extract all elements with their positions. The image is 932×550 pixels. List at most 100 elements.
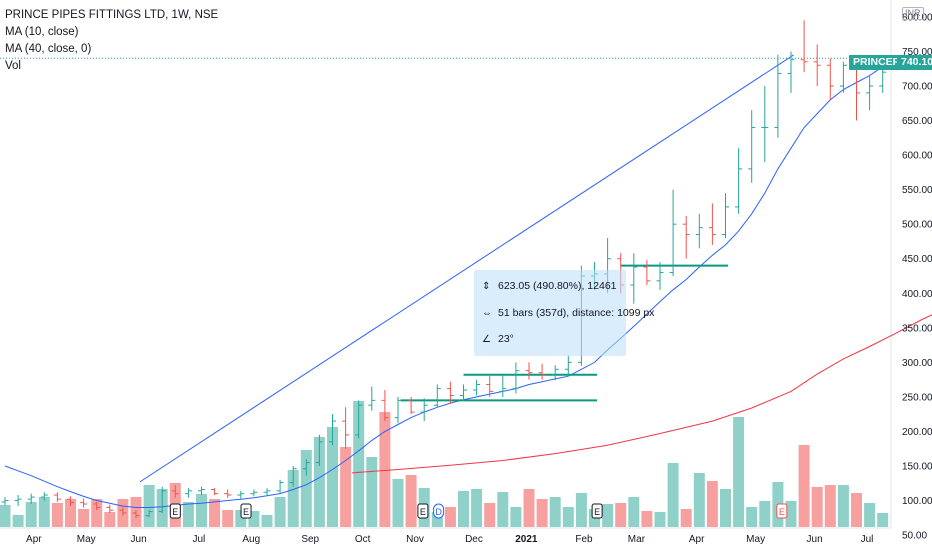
- marker-label: E: [420, 507, 426, 517]
- x-tick-label: May: [746, 534, 765, 545]
- volume-bar: [706, 481, 718, 527]
- volume-bar: [327, 427, 338, 527]
- volume-bar: [641, 511, 653, 527]
- volume-bar: [379, 412, 391, 527]
- x-tick-label: Jul: [192, 534, 205, 545]
- volume-bar: [575, 493, 587, 527]
- ma10-line: [4, 66, 883, 508]
- ma40-line: [352, 314, 932, 474]
- volume-bar: [143, 485, 155, 527]
- trend-line: [139, 54, 794, 483]
- x-tick-label: 2021: [515, 534, 538, 545]
- x-tick-label: Sep: [301, 534, 319, 545]
- legend-ma40: MA (40, close, 0): [5, 43, 92, 55]
- price-range-icon: ⇕: [482, 280, 491, 292]
- measure-angle-text: 23°: [498, 333, 514, 345]
- x-tick-label: Feb: [575, 534, 593, 545]
- volume-bar: [497, 492, 509, 527]
- x-tick-label: May: [77, 534, 96, 545]
- legend-title: PRINCE PIPES FITTINGS LTD, 1W, NSE: [5, 9, 219, 21]
- y-tick-label: 400.00: [902, 289, 932, 300]
- y-tick-label: 750.00: [902, 47, 932, 58]
- volume-bar: [274, 497, 286, 527]
- earnings-marker: [417, 503, 429, 519]
- currency-label[interactable]: INR: [902, 7, 924, 20]
- volume-bar: [366, 457, 378, 527]
- y-tick-label: 800.00: [902, 12, 932, 23]
- y-tick-label: 550.00: [902, 185, 932, 196]
- volume-bar: [798, 445, 810, 527]
- date-range-icon: ⇔: [482, 307, 492, 319]
- volume-bar: [209, 499, 221, 527]
- volume-bar: [313, 437, 325, 527]
- volume-bar: [431, 512, 443, 527]
- volume-bar: [458, 491, 469, 527]
- marker-label: E: [779, 507, 785, 517]
- x-tick-label: Apr: [689, 534, 705, 545]
- volume-bar: [667, 463, 679, 527]
- marker-label: E: [243, 507, 249, 517]
- x-tick-label: Aug: [242, 534, 260, 545]
- volume-bar: [484, 503, 496, 527]
- angle-icon: ∠: [482, 333, 491, 345]
- marker-label: E: [594, 507, 600, 517]
- x-tick-label: Jun: [131, 534, 147, 545]
- volume-bar: [340, 447, 352, 527]
- volume-bar: [536, 499, 548, 527]
- volume-bar: [196, 494, 207, 527]
- volume-bar: [300, 450, 312, 527]
- x-tick-label: Jun: [807, 534, 823, 545]
- volume-bar: [65, 499, 76, 527]
- earnings-marker: [776, 503, 788, 519]
- volume-bar: [235, 510, 247, 527]
- x-tick-label: Jul: [861, 534, 874, 545]
- marker-label: D: [435, 507, 442, 517]
- legend-ma10: MA (10, close): [5, 26, 79, 38]
- volume-bar: [38, 497, 50, 527]
- volume-bar: [759, 501, 771, 527]
- earnings-marker: [169, 503, 181, 519]
- volume-bar: [182, 502, 194, 527]
- measure-tooltip: ⇕ 623.05 (490.80%), 12461 ⇔ 51 bars (357…: [474, 270, 654, 356]
- volume-bar: [851, 493, 862, 527]
- x-tick-label: Nov: [406, 534, 424, 545]
- volume-bar: [248, 511, 260, 527]
- measure-bars-text: 51 bars (357d), distance: 1099 px: [498, 307, 655, 319]
- x-tick-label: Mar: [628, 534, 646, 545]
- volume-bar: [222, 510, 234, 527]
- volume-bar: [733, 417, 745, 527]
- y-tick-label: 500.00: [902, 220, 932, 231]
- y-tick-label: 150.00: [902, 462, 932, 473]
- x-tick-label: Oct: [355, 534, 371, 545]
- volume-bar: [628, 497, 640, 527]
- volume-bar: [837, 485, 849, 527]
- y-tick-label: 100.00: [902, 496, 932, 507]
- volume-bar: [392, 479, 404, 527]
- volume-bar: [615, 503, 627, 527]
- volume-bar: [405, 475, 417, 527]
- volume-bar: [746, 507, 758, 527]
- dividend-marker: [433, 503, 445, 519]
- last-price-badge: 740.10: [897, 55, 932, 70]
- volume-bar: [104, 512, 116, 527]
- legend-vol: Vol: [5, 60, 21, 72]
- volume-bar: [78, 509, 90, 527]
- volume-bar: [51, 503, 63, 527]
- y-tick-label: 650.00: [902, 116, 932, 127]
- measure-price-text: 623.05 (490.80%), 12461: [498, 280, 617, 292]
- volume-bar: [510, 507, 522, 527]
- y-tick-label: 200.00: [902, 427, 932, 438]
- y-tick-label: 600.00: [902, 151, 932, 162]
- marker-label: E: [172, 507, 178, 517]
- chart-legend: PRINCE PIPES FITTINGS LTD, 1W, NSE MA (1…: [5, 7, 218, 75]
- volume-bar: [680, 509, 692, 527]
- y-tick-label: 50.00: [902, 531, 927, 542]
- volume-bar: [0, 505, 11, 527]
- y-tick-label: 450.00: [902, 254, 932, 265]
- volume-bar: [523, 489, 535, 527]
- volume-bar: [353, 401, 365, 527]
- volume-bar: [785, 501, 797, 527]
- x-tick-label: Dec: [465, 534, 483, 545]
- measure-angle-row: ∠ 23°: [482, 333, 514, 345]
